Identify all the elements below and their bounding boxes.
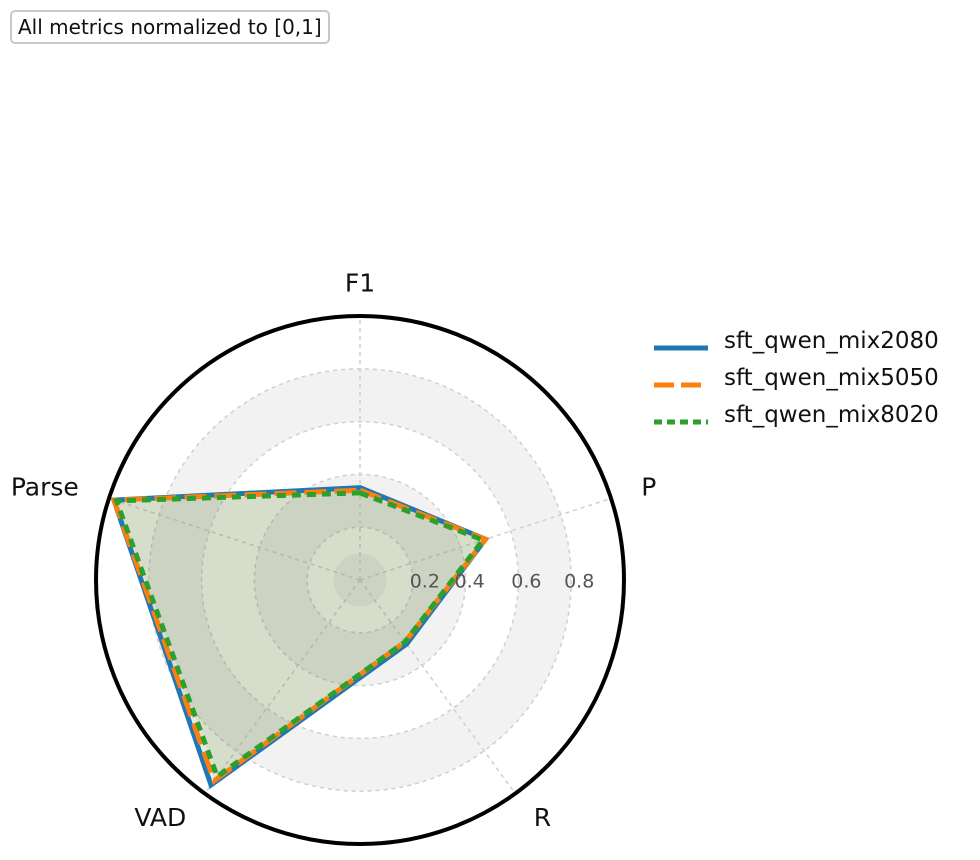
series-area [113,487,486,785]
axis-label: R [534,803,551,832]
legend-label: sft_qwen_mix2080 [724,327,939,354]
axis-label: P [641,473,656,502]
series-line [110,487,490,785]
series-area [113,490,486,781]
grid-spoke [359,579,516,795]
outer-frame [94,314,626,846]
axis-label: Parse [11,473,79,502]
radial-tick-label: 0.6 [511,571,541,593]
legend-item: sft_qwen_mix2080 [654,322,939,359]
axis-label: VAD [134,803,186,832]
grid-ring [306,526,414,634]
normalization-note: All metrics normalized to [0,1] [10,10,330,44]
legend-swatch-mix2080 [654,337,708,350]
radial-tick-labels: 0.2 0.4 0.6 0.8 [410,571,595,593]
legend-label: sft_qwen_mix5050 [724,364,939,391]
legend-label: sft_qwen_mix8020 [724,401,939,428]
legend-swatch-mix8020 [654,411,708,424]
radial-tick-label: 0.2 [410,571,440,593]
grid-spoke [108,497,361,581]
legend-swatch-mix5050 [654,374,708,387]
radial-tick-label: 0.8 [564,571,594,593]
series-area [116,492,483,777]
legend: sft_qwen_mix2080 sft_qwen_mix5050 sft_qw… [654,322,939,433]
grid-spoke [204,579,361,795]
radial-tick-label: 0.4 [454,571,484,593]
axis-labels: F1 P R VAD Parse [11,268,656,832]
legend-item: sft_qwen_mix8020 [654,396,939,433]
legend-item: sft_qwen_mix5050 [654,359,939,396]
series-line [112,490,488,781]
grid-ring [200,420,520,740]
series-layer [110,485,490,790]
axis-label: F1 [345,268,375,297]
